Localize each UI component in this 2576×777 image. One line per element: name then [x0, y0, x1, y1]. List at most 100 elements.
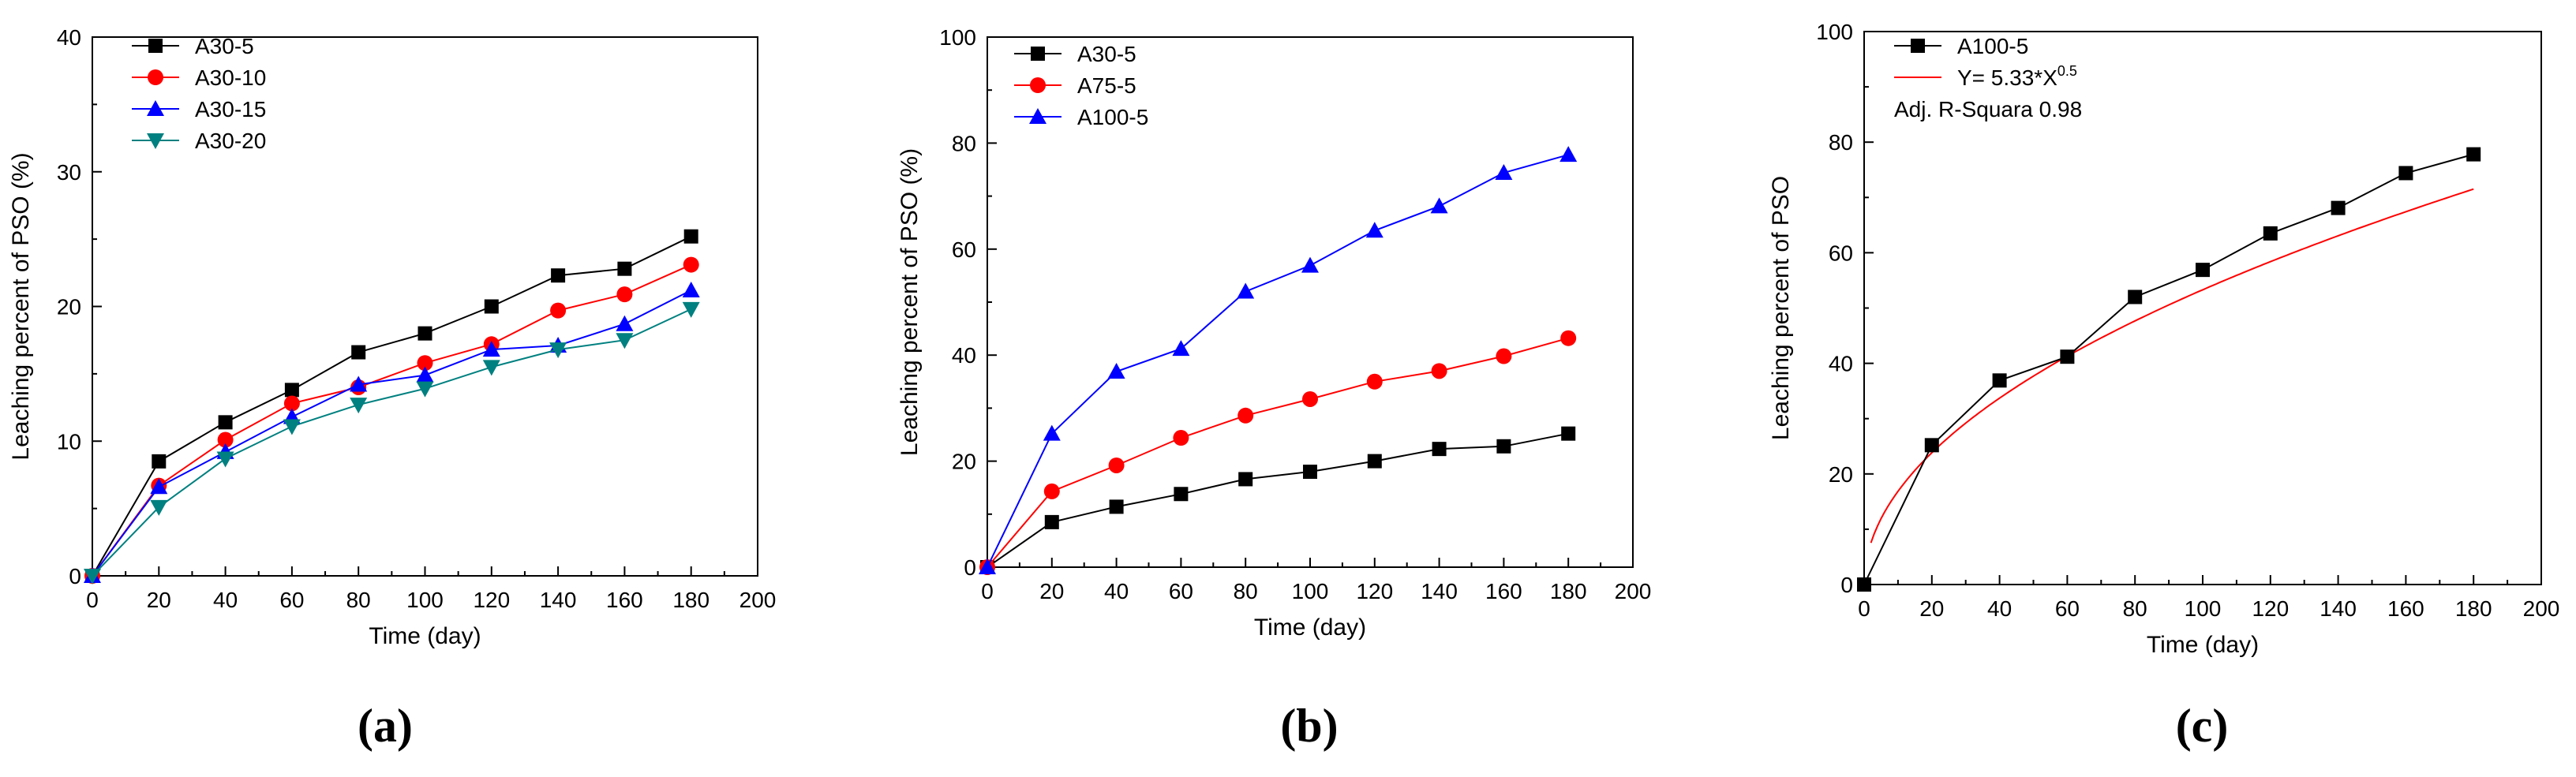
- data-point-A75-5: [1366, 373, 1383, 390]
- y-tick-label: 40: [1829, 352, 1853, 376]
- data-point-A30-20: [84, 569, 101, 585]
- x-tick-label: 80: [1234, 579, 1258, 603]
- data-point-A75-5: [1560, 330, 1577, 346]
- x-tick-label: 0: [86, 588, 99, 612]
- y-tick-label: 30: [57, 160, 81, 185]
- chart-panel-c: 0 20 40 60 80 100 120 140 160 180 200 0 20 40 60 80 100 T…: [1768, 20, 2559, 752]
- x-tick-label: 40: [213, 588, 238, 612]
- x-tick-label: 100: [2185, 596, 2222, 621]
- panel-label: (a): [358, 700, 413, 752]
- y-tick-label: 100: [939, 25, 976, 50]
- fit-equation-base: Y= 5.33*X: [1957, 65, 2057, 90]
- y-axis-title: Leaching percent of PSO (%): [8, 152, 34, 460]
- x-tick-label: 40: [1104, 579, 1129, 603]
- data-point-A100-5: [1237, 282, 1255, 299]
- y-axis-title: Leaching percent of PSO: [1768, 176, 1794, 440]
- x-tick-label: 160: [2387, 596, 2424, 621]
- x-tick-label: 120: [2252, 596, 2289, 621]
- legend-label: A30-20: [195, 129, 266, 153]
- x-tick-label: 160: [606, 588, 643, 612]
- y-tick-label: 80: [952, 131, 976, 155]
- data-point-A30-10: [683, 256, 699, 273]
- data-point-A30-5: [1496, 439, 1511, 454]
- x-tick-label: 20: [147, 588, 171, 612]
- series-line-A100-5: [987, 154, 1569, 568]
- data-point-A30-5: [1303, 465, 1317, 480]
- data-point-A100-5: [1857, 577, 1871, 592]
- data-point-A100-5: [2128, 290, 2143, 304]
- legend-label: A30-10: [195, 65, 266, 90]
- chart-panel-a: 0 20 40 60 80 100 120 140 160 180 200 0 10 20 30 40 Time…: [8, 25, 776, 752]
- data-point-A75-5: [1302, 390, 1318, 407]
- legend-marker-A30-10: [148, 69, 163, 85]
- data-point-A100-5: [1365, 222, 1383, 238]
- data-point-A100-5: [2196, 263, 2210, 278]
- y-tick-label: 0: [1840, 573, 1853, 597]
- data-point-A30-5: [417, 326, 432, 341]
- y-tick-label: 0: [69, 564, 81, 588]
- x-tick-label: 60: [279, 588, 304, 612]
- x-tick-label: 0: [1858, 596, 1870, 621]
- data-point-A100-5: [2331, 200, 2346, 215]
- fit-annotation: Adj. R-Squara 0.98: [1894, 97, 2082, 121]
- x-tick-label: 120: [473, 588, 510, 612]
- data-point-A30-5: [484, 299, 499, 314]
- data-point-A100-5: [1430, 197, 1448, 214]
- x-tick-label: 140: [2320, 596, 2357, 621]
- x-tick-label: 100: [406, 588, 444, 612]
- x-tick-label: 80: [2123, 596, 2147, 621]
- data-point-A30-20: [283, 419, 301, 435]
- series-line-A30-15: [92, 290, 692, 577]
- legend-label: A100-5: [1957, 34, 2028, 58]
- data-point-A30-15: [350, 375, 368, 392]
- series-line-A30-10: [92, 263, 692, 577]
- data-point-A30-20: [549, 342, 567, 359]
- data-point-A30-10: [417, 355, 433, 372]
- series-line-A30-5: [987, 432, 1569, 568]
- data-point-A30-5: [351, 345, 366, 360]
- data-point-A30-10: [217, 431, 234, 448]
- data-point-A30-20: [482, 360, 500, 376]
- data-point-A100-5: [2398, 166, 2413, 181]
- data-point-A100-5: [1043, 424, 1061, 441]
- data-point-A30-15: [616, 315, 634, 331]
- data-point-A30-5: [1238, 472, 1253, 487]
- data-point-A100-5: [1924, 438, 1939, 453]
- x-tick-label: 0: [981, 579, 994, 603]
- x-axis-title: Time (day): [369, 623, 481, 649]
- x-tick-label: 100: [1292, 579, 1329, 603]
- data-point-A30-5: [152, 454, 167, 469]
- x-axis-title: Time (day): [1254, 615, 1366, 641]
- data-point-A100-5: [2060, 349, 2075, 364]
- x-tick-label: 180: [1550, 579, 1587, 603]
- data-point-A30-15: [150, 478, 168, 495]
- y-tick-label: 80: [1829, 130, 1853, 155]
- data-point-A30-20: [416, 381, 434, 398]
- data-point-A30-5: [1367, 454, 1382, 469]
- x-tick-label: 200: [1615, 579, 1652, 603]
- data-point-A30-20: [350, 398, 368, 414]
- data-point-A30-5: [218, 415, 233, 430]
- data-point-A30-20: [150, 499, 168, 516]
- y-tick-label: 20: [952, 450, 976, 474]
- legend-label: A100-5: [1077, 105, 1148, 129]
- legend-marker-A30-5: [1031, 47, 1045, 61]
- legend-marker-A100-5: [1911, 39, 1925, 53]
- y-tick-label: 0: [964, 555, 976, 580]
- data-point-A30-5: [1109, 499, 1124, 514]
- x-tick-label: 140: [540, 588, 577, 612]
- data-point-A100-5: [2466, 147, 2481, 162]
- data-point-A100-5: [979, 558, 996, 574]
- data-point-A100-5: [1107, 363, 1125, 379]
- y-tick-label: 60: [952, 237, 976, 262]
- y-tick-label: 60: [1829, 241, 1853, 265]
- chart-panel-b: 0 20 40 60 80 100 120 140 160 180 200 0 20 40 60 80 100 T…: [897, 25, 1651, 752]
- data-point-A75-5: [1173, 430, 1189, 446]
- series-line-A75-5: [987, 337, 1569, 568]
- legend-label: A30-5: [195, 34, 254, 58]
- x-tick-label: 60: [1169, 579, 1193, 603]
- data-point-A30-20: [682, 301, 700, 318]
- data-point-A30-20: [216, 451, 234, 468]
- data-point-A30-15: [416, 366, 434, 383]
- x-tick-label: 20: [1039, 579, 1064, 603]
